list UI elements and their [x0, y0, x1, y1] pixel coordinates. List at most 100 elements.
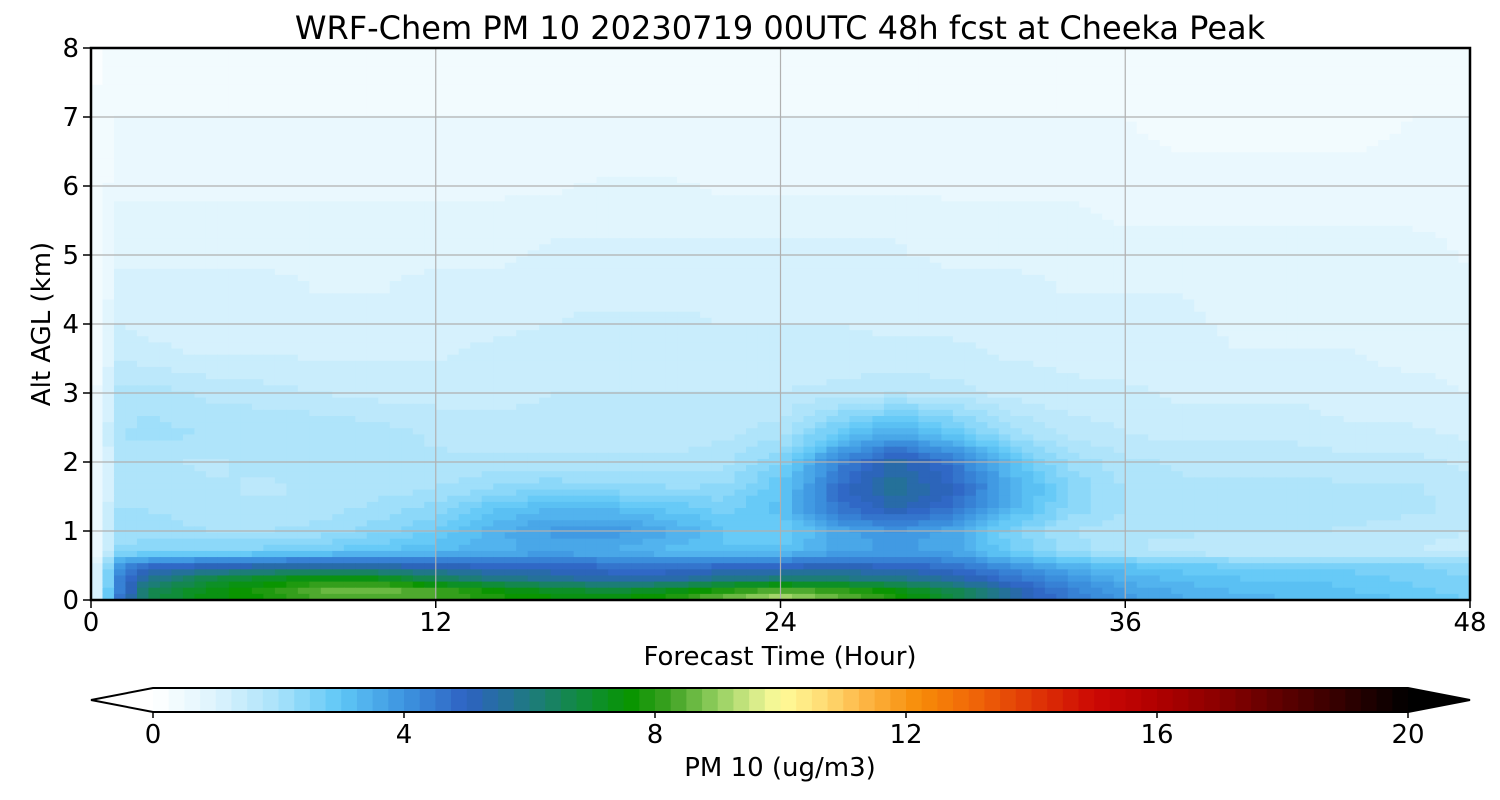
heatmap-cell	[769, 244, 782, 251]
heatmap-cell	[171, 293, 184, 301]
heatmap-cell	[481, 54, 494, 61]
heatmap-cell	[1332, 207, 1345, 215]
heatmap-cell	[251, 66, 264, 74]
heatmap-cell	[1171, 213, 1184, 221]
heatmap-cell	[723, 121, 736, 129]
heatmap-cell	[378, 256, 391, 264]
heatmap-cell	[516, 238, 529, 245]
heatmap-cell	[1458, 256, 1470, 264]
heatmap-cell	[355, 66, 368, 74]
heatmap-cell	[263, 250, 276, 258]
heatmap-cell	[998, 84, 1011, 92]
heatmap-cell	[136, 127, 150, 135]
heatmap-cell	[860, 201, 874, 209]
heatmap-cell	[757, 268, 770, 276]
heatmap-cell	[194, 195, 207, 202]
heatmap-cell	[182, 268, 196, 276]
heatmap-cell	[228, 293, 241, 301]
heatmap-cell	[1125, 250, 1138, 258]
heatmap-cell	[631, 109, 644, 117]
heatmap-cell	[274, 158, 287, 166]
heatmap-cell	[1090, 170, 1103, 178]
heatmap-cell	[688, 238, 701, 245]
heatmap-cell	[746, 201, 759, 209]
heatmap-cell	[1320, 109, 1333, 117]
heatmap-cell	[1171, 54, 1184, 61]
heatmap-cell	[757, 97, 770, 104]
heatmap-cell	[470, 176, 483, 184]
heatmap-cell	[1251, 201, 1264, 209]
heatmap-cell	[504, 281, 517, 288]
heatmap-cell	[435, 176, 448, 184]
heatmap-cell	[516, 207, 529, 215]
heatmap-cell	[895, 121, 908, 129]
heatmap-cell	[378, 127, 391, 135]
heatmap-cell	[516, 90, 529, 98]
heatmap-cell	[780, 152, 793, 159]
heatmap-cell	[481, 146, 494, 153]
heatmap-cell	[320, 146, 333, 153]
heatmap-cell	[608, 238, 621, 245]
heatmap-cell	[723, 213, 736, 221]
heatmap-cell	[803, 109, 816, 117]
heatmap-cell	[860, 115, 874, 123]
heatmap-cell	[746, 225, 759, 233]
heatmap-cell	[1079, 78, 1092, 86]
heatmap-cell	[458, 225, 471, 233]
heatmap-cell	[987, 250, 1000, 258]
heatmap-cell	[1286, 60, 1299, 67]
heatmap-cell	[1458, 244, 1470, 251]
heatmap-cell	[1412, 244, 1425, 251]
heatmap-cell	[1412, 158, 1425, 166]
heatmap-cell	[1136, 225, 1149, 233]
heatmap-cell	[1136, 176, 1149, 184]
heatmap-cell	[274, 164, 287, 172]
heatmap-cell	[1090, 201, 1103, 209]
heatmap-cell	[631, 97, 644, 104]
heatmap-cell	[297, 140, 310, 147]
heatmap-cell	[1228, 244, 1241, 251]
heatmap-cell	[332, 152, 345, 159]
heatmap-cell	[1447, 232, 1460, 239]
heatmap-cell	[791, 60, 805, 67]
heatmap-cell	[1125, 274, 1138, 282]
heatmap-cell	[274, 121, 287, 129]
heatmap-cell	[654, 48, 667, 55]
heatmap-cell	[366, 60, 379, 67]
heatmap-cell	[1228, 287, 1241, 294]
heatmap-cell	[1286, 213, 1299, 221]
heatmap-cell	[1205, 189, 1218, 196]
heatmap-cell	[1021, 213, 1034, 221]
heatmap-cell	[918, 84, 931, 92]
heatmap-cell	[1355, 274, 1368, 282]
heatmap-cell	[102, 225, 115, 233]
heatmap-cell	[1447, 287, 1460, 294]
heatmap-cell	[987, 244, 1000, 251]
heatmap-cell	[769, 90, 782, 98]
heatmap-cell	[1332, 189, 1345, 196]
heatmap-cell	[1056, 90, 1069, 98]
heatmap-cell	[1205, 72, 1218, 80]
heatmap-cell	[964, 207, 977, 215]
heatmap-cell	[654, 127, 667, 135]
heatmap-cell	[401, 238, 414, 245]
heatmap-cell	[493, 195, 506, 202]
heatmap-cell	[309, 250, 322, 258]
heatmap-cell	[883, 146, 897, 153]
heatmap-cell	[251, 293, 264, 301]
heatmap-cell	[458, 268, 471, 276]
heatmap-cell	[481, 207, 494, 215]
heatmap-cell	[470, 201, 483, 209]
heatmap-cell	[826, 256, 839, 264]
heatmap-cell	[1090, 250, 1103, 258]
heatmap-cell	[814, 170, 828, 178]
heatmap-cell	[791, 103, 805, 110]
heatmap-cell	[964, 48, 977, 55]
heatmap-cell	[642, 213, 655, 221]
heatmap-cell	[918, 201, 931, 209]
heatmap-cell	[803, 48, 816, 55]
heatmap-cell	[860, 48, 874, 55]
heatmap-cell	[343, 103, 356, 110]
heatmap-cell	[769, 66, 782, 74]
heatmap-cell	[332, 201, 345, 209]
